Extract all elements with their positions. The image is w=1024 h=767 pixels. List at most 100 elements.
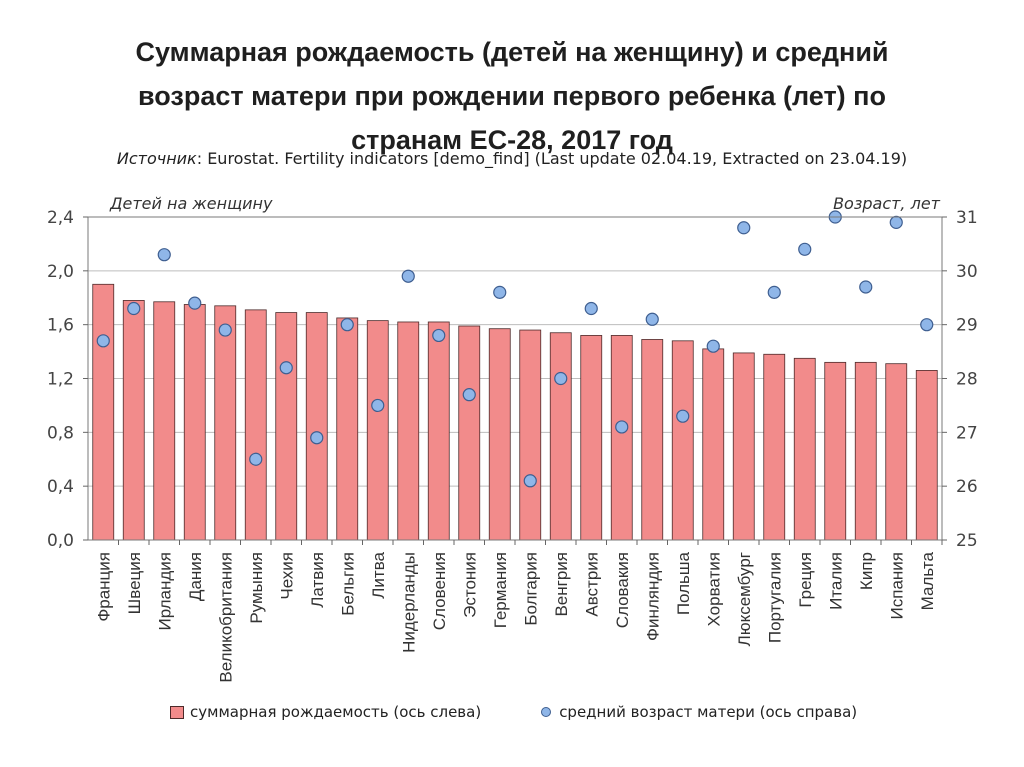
x-tick-label: Венгрия: [552, 552, 571, 617]
y-axis-right: 25 26 27 28 29 30 31: [942, 208, 978, 551]
legend-bar-swatch: [170, 705, 184, 719]
y2-tick-label: 25: [956, 531, 978, 551]
y-tick-label: 0,0: [47, 531, 74, 551]
bar: [854, 361, 877, 541]
legend-dot-label: средний возраст матери (ось справа): [559, 703, 858, 721]
x-tick-label: Нидерланды: [399, 552, 418, 653]
x-tick-label: Германия: [491, 552, 510, 628]
dot: [340, 318, 354, 332]
bar: [915, 370, 938, 541]
dot: [584, 301, 598, 316]
bar: [885, 363, 908, 541]
chart-title: Суммарная рождаемость (детей на женщину)…: [40, 30, 984, 162]
bar: [397, 321, 420, 541]
source-note: Источник: Eurostat. Fertility indicators…: [40, 149, 984, 168]
y-axis-label: Детей на женщину: [109, 194, 273, 213]
bar: [275, 312, 298, 541]
dot: [127, 301, 141, 316]
bar: [458, 325, 481, 541]
dot: [737, 221, 751, 235]
x-tick-label: Дания: [186, 552, 205, 601]
y-tick-label: 2,0: [47, 262, 74, 282]
x-tick-label: Эстония: [460, 552, 479, 618]
dot: [767, 285, 781, 299]
legend-dot-swatch: [541, 707, 552, 717]
x-tick-label: Швеция: [125, 552, 144, 614]
dot: [218, 323, 232, 337]
dot: [798, 242, 812, 256]
dot: [676, 409, 690, 423]
source-text: : Eurostat. Fertility indicators [demo_f…: [196, 149, 908, 168]
x-tick-label: Хорватия: [704, 552, 723, 626]
bar: [549, 332, 572, 541]
x-tick-label: Финляндия: [643, 552, 662, 641]
y2-tick-label: 29: [956, 316, 978, 336]
x-tick-label: Португалия: [765, 552, 784, 643]
y2-axis-label: Возраст, лет: [833, 194, 941, 213]
bar: [427, 321, 450, 541]
dot: [554, 371, 568, 386]
x-tick-label: Болгария: [521, 552, 540, 626]
bar: [580, 335, 603, 541]
title-line-3: странам ЕС-28, 2017 год: [351, 125, 673, 155]
x-tick-label: Польша: [674, 551, 693, 615]
dot: [462, 388, 476, 402]
dot: [523, 474, 537, 488]
dot: [249, 452, 263, 466]
y-tick-label: 0,8: [47, 423, 74, 443]
dot: [645, 312, 659, 326]
x-tick-label: Греция: [796, 552, 815, 608]
dot: [615, 420, 629, 434]
dot: [432, 328, 446, 343]
y-axis-left: 0,0 0,4 0,8 1,2 1,6 2,0 2,4: [47, 208, 88, 551]
bar: [793, 357, 816, 541]
y-tick-label: 0,4: [47, 477, 74, 497]
dot: [188, 296, 202, 310]
dot: [310, 431, 324, 445]
x-tick-label: Люксембург: [735, 552, 754, 646]
x-tick-label: Италия: [826, 552, 845, 610]
source-label: Источник: [116, 149, 197, 168]
bar: [305, 312, 328, 541]
bar: [183, 304, 206, 541]
x-tick-label: Франция: [94, 552, 113, 622]
bar: [336, 317, 359, 541]
bar: [610, 335, 633, 541]
bar-series: [92, 283, 938, 541]
x-tick-label: Литва: [369, 551, 388, 598]
x-tick-label: Кипр: [857, 552, 876, 590]
bar: [824, 361, 847, 541]
x-tick-label: Великобритания: [216, 552, 235, 683]
x-tick-label: Бельгия: [338, 552, 357, 616]
y2-tick-label: 27: [956, 423, 978, 443]
dot: [96, 334, 110, 348]
title-line-1: Суммарная рождаемость (детей на женщину)…: [135, 37, 889, 67]
x-tick-label: Мальта: [918, 551, 937, 610]
legend-bar-label: суммарная рождаемость (ось слева): [190, 703, 482, 721]
bar: [641, 339, 664, 541]
dot: [279, 361, 293, 375]
y2-tick-label: 26: [956, 477, 978, 497]
bar: [671, 340, 694, 541]
dot: [371, 398, 385, 413]
bar: [488, 328, 511, 541]
x-tick-label: Словения: [430, 552, 449, 630]
x-tick-label: Латвия: [308, 552, 327, 608]
dot: [706, 339, 720, 353]
dot: [493, 285, 507, 299]
bar: [763, 353, 786, 541]
y-tick-label: 1,6: [47, 316, 74, 336]
y2-tick-label: 30: [956, 262, 978, 282]
bar: [519, 329, 542, 541]
x-tick-label: Ирландия: [155, 552, 174, 630]
bar: [153, 301, 176, 541]
dot: [401, 269, 415, 283]
bar: [214, 305, 237, 541]
dot: [920, 318, 934, 332]
bar: [732, 352, 755, 541]
dot: [859, 280, 873, 294]
title-line-2: возраст матери при рождении первого ребе…: [138, 81, 886, 111]
bar: [366, 320, 389, 541]
bar: [122, 300, 145, 541]
